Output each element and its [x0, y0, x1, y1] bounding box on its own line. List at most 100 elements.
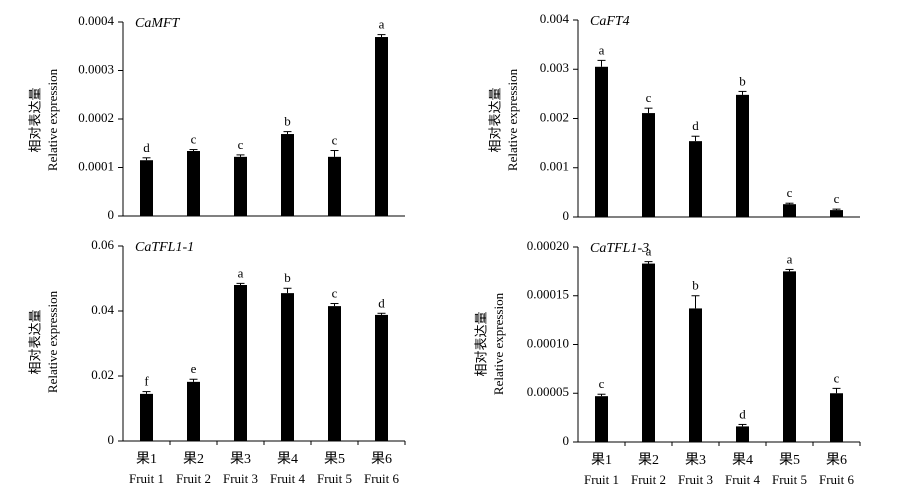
x-tick-label: 果4	[277, 452, 298, 467]
x-tick-label: 果6	[371, 452, 392, 467]
y-tick-label: 0	[108, 207, 115, 222]
bar-annotation: c	[787, 185, 793, 200]
chart-title: CaFT4	[590, 14, 630, 29]
x-tick-sublabel: Fruit 5	[317, 471, 352, 486]
y-tick-label: 0.004	[540, 11, 570, 26]
y-tick-label: 0.06	[91, 237, 114, 252]
bar-annotation: f	[144, 374, 149, 389]
y-tick-label: 0.00015	[527, 287, 569, 302]
chart-title: CaTFL1-3	[590, 241, 649, 256]
bar-annotation: b	[692, 278, 699, 293]
y-tick-label: 0.00005	[527, 384, 569, 399]
bar	[140, 393, 153, 441]
bar-annotation: d	[692, 118, 699, 133]
x-tick-sublabel: Fruit 2	[631, 472, 666, 487]
bar-annotation: c	[834, 370, 840, 385]
bar-annotation: c	[191, 132, 197, 147]
y-tick-label: 0.002	[540, 109, 569, 124]
x-tick-label: 果2	[183, 452, 204, 467]
y-label-cn: 相对表达量	[475, 311, 490, 376]
y-label-en: Relative expression	[45, 68, 60, 171]
bar	[689, 141, 702, 217]
bar-annotation: e	[191, 361, 197, 376]
y-label-en: Relative expression	[45, 290, 60, 393]
bar-annotation: c	[834, 191, 840, 206]
x-tick-sublabel: Fruit 6	[819, 472, 855, 487]
y-tick-label: 0.0001	[78, 158, 114, 173]
x-tick-label: 果1	[136, 452, 157, 467]
bar-annotation: b	[739, 73, 746, 88]
bar	[783, 204, 796, 217]
bar-annotation: c	[238, 137, 244, 152]
y-tick-label: 0.0002	[78, 110, 114, 125]
x-tick-sublabel: Fruit 4	[270, 471, 306, 486]
x-tick-sublabel: Fruit 5	[772, 472, 807, 487]
bar	[689, 308, 702, 442]
x-tick-label: 果2	[638, 453, 659, 468]
y-tick-label: 0.04	[91, 302, 114, 317]
bar-annotation: a	[599, 42, 605, 57]
chart-title: CaTFL1-1	[135, 240, 194, 255]
x-tick-sublabel: Fruit 6	[364, 471, 400, 486]
x-tick-label: 果1	[591, 453, 612, 468]
y-tick-label: 0.00010	[527, 335, 569, 350]
y-label-en: Relative expression	[505, 68, 520, 171]
bar	[595, 396, 608, 442]
bar	[783, 271, 796, 442]
bar	[642, 113, 655, 217]
bar-annotation: c	[599, 376, 605, 391]
x-tick-label: 果5	[324, 452, 345, 467]
y-tick-label: 0.003	[540, 60, 569, 75]
y-tick-label: 0.0004	[78, 13, 114, 28]
y-label: 相对表达量 Relative expression	[29, 290, 60, 393]
bar	[642, 263, 655, 442]
y-tick-label: 0.0003	[78, 61, 114, 76]
y-tick-label: 0.001	[540, 159, 569, 174]
y-label: 相对表达量 Relative expression	[475, 292, 506, 395]
bar	[234, 285, 247, 441]
bar-annotation: a	[238, 265, 244, 280]
y-tick-label: 0	[108, 432, 115, 447]
bar-annotation: d	[739, 406, 746, 421]
y-tick-label: 0.00020	[527, 238, 569, 253]
y-label: 相对表达量 Relative expression	[489, 68, 520, 171]
bar-annotation: a	[379, 17, 385, 32]
x-tick-sublabel: Fruit 1	[584, 472, 619, 487]
y-label: 相对表达量 Relative expression	[29, 68, 60, 171]
bar	[375, 314, 388, 441]
bar	[234, 156, 247, 216]
x-tick-label: 果5	[779, 453, 800, 468]
bar	[736, 94, 749, 217]
y-tick-label: 0	[563, 433, 570, 448]
y-label-en: Relative expression	[491, 292, 506, 395]
bar	[328, 156, 341, 216]
bar-annotation: a	[787, 251, 793, 266]
bar-annotation: c	[332, 133, 338, 148]
x-tick-sublabel: Fruit 3	[223, 471, 258, 486]
x-tick-label: 果6	[826, 453, 847, 468]
chart-title: CaMFT	[135, 16, 181, 31]
bar	[375, 37, 388, 216]
bar	[736, 426, 749, 442]
bar	[281, 293, 294, 441]
bar-annotation: c	[332, 286, 338, 301]
x-tick-sublabel: Fruit 3	[678, 472, 713, 487]
bar-annotation: b	[284, 270, 291, 285]
y-label-cn: 相对表达量	[29, 309, 44, 374]
bar-annotation: d	[378, 295, 385, 310]
x-tick-label: 果3	[685, 453, 706, 468]
bar	[187, 151, 200, 216]
bar	[281, 134, 294, 216]
bar	[328, 306, 341, 441]
bar-annotation: a	[646, 244, 652, 259]
x-tick-label: 果3	[230, 452, 251, 467]
bar-annotation: d	[143, 140, 150, 155]
bar-annotation: b	[284, 114, 291, 129]
bar	[830, 393, 843, 442]
bar	[187, 381, 200, 441]
y-tick-label: 0	[563, 208, 570, 223]
y-tick-label: 0.02	[91, 367, 114, 382]
y-label-cn: 相对表达量	[29, 87, 44, 152]
bar	[595, 66, 608, 217]
